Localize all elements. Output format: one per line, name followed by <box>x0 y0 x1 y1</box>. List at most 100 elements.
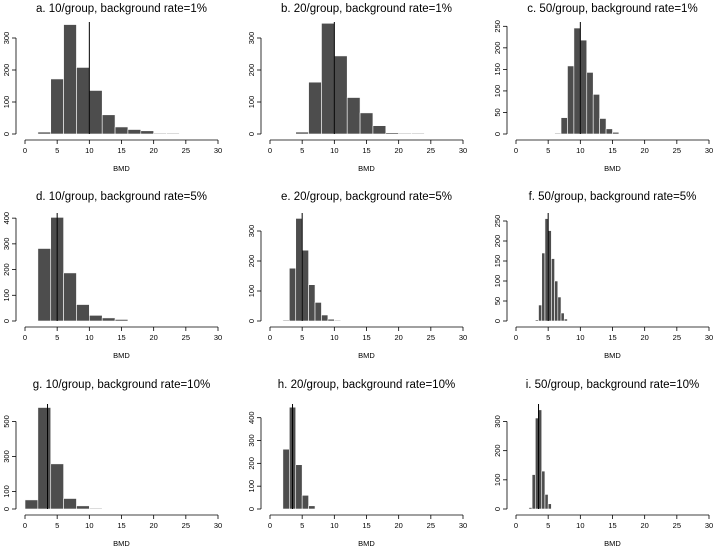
x-tick-label: 0 <box>23 333 27 342</box>
histogram-bar <box>114 126 129 135</box>
chart-panel-8: i. 50/group, background rate=10% 0 5 10 15 20… <box>493 379 713 548</box>
histogram-bar <box>334 319 342 322</box>
y-tick-label: 500 <box>2 415 11 428</box>
histogram-bar <box>282 319 290 322</box>
histogram-bar <box>153 132 167 135</box>
y-tick-label: 150 <box>493 255 502 268</box>
histogram-bar <box>89 90 103 135</box>
histogram-bar <box>567 65 575 135</box>
histogram-bar <box>37 131 52 135</box>
x-axis-label: BMD <box>604 164 621 173</box>
histogram-bar <box>554 132 562 135</box>
histogram-bar <box>551 258 555 322</box>
histogram-bar <box>557 296 562 322</box>
histogram-bar <box>560 312 565 322</box>
histogram-bar <box>89 315 103 322</box>
histogram-bar <box>63 272 77 322</box>
x-tick-label: 20 <box>149 333 157 342</box>
histogram-bar <box>547 503 552 510</box>
histogram-bar <box>295 464 303 510</box>
y-tick-label: 0 <box>247 507 256 511</box>
x-tick-label: 10 <box>85 146 93 155</box>
x-tick-label: 20 <box>149 146 157 155</box>
x-axis-label: BMD <box>113 351 130 360</box>
histogram-bar <box>321 22 335 135</box>
histogram-bar <box>531 474 536 510</box>
histogram-bar <box>327 318 335 322</box>
x-tick-label: 10 <box>330 521 338 530</box>
chart-title: a. 10/group, background rate=1% <box>36 3 207 15</box>
histogram-bar <box>295 218 303 322</box>
x-tick-label: 0 <box>268 521 272 530</box>
y-tick-label: 200 <box>493 444 502 457</box>
histogram-bar <box>544 494 549 510</box>
histogram-bar <box>563 318 568 322</box>
chart-panel-0: a. 10/group, background rate=1% 0 5 10 15 20 2… <box>2 3 222 173</box>
x-tick-label: 25 <box>427 333 435 342</box>
y-tick-label: 200 <box>247 255 256 268</box>
x-tick-label: 5 <box>55 333 59 342</box>
x-tick-label: 30 <box>214 333 222 342</box>
histogram-bar <box>612 131 620 135</box>
histogram-bar <box>592 94 600 135</box>
y-tick-label: 200 <box>247 457 256 470</box>
x-tick-label: 10 <box>576 333 584 342</box>
x-tick-label: 20 <box>640 333 648 342</box>
x-tick-label: 5 <box>55 521 59 530</box>
x-tick-label: 5 <box>546 146 550 155</box>
histogram-bar <box>76 505 90 510</box>
x-tick-label: 10 <box>85 333 93 342</box>
x-tick-label: 25 <box>182 146 190 155</box>
histogram-bar <box>334 55 348 135</box>
x-axis-label: BMD <box>113 164 130 173</box>
y-tick-label: 100 <box>2 289 11 302</box>
chart-title: i. 50/group, background rate=10% <box>526 379 700 391</box>
y-tick-label: 0 <box>493 507 502 511</box>
y-tick-label: 200 <box>2 64 11 77</box>
histogram-bar <box>359 112 374 135</box>
x-tick-label: 5 <box>300 333 304 342</box>
y-tick-label: 0 <box>493 132 502 136</box>
y-tick-label: 300 <box>247 32 256 45</box>
histogram-bar <box>321 314 329 322</box>
y-tick-label: 400 <box>247 411 256 424</box>
histogram-bar <box>586 72 594 135</box>
x-tick-label: 25 <box>182 521 190 530</box>
histogram-bar <box>560 117 568 135</box>
chart-panel-4: e. 20/group, background rate=5% 0 5 10 15 20 2… <box>247 191 467 360</box>
chart-title: g. 10/group, background rate=10% <box>33 379 210 391</box>
x-tick-label: 15 <box>362 521 370 530</box>
y-tick-label: 0 <box>2 132 11 136</box>
x-tick-label: 5 <box>300 146 304 155</box>
x-tick-label: 25 <box>427 521 435 530</box>
histogram-bar <box>301 494 309 510</box>
histogram-bar <box>76 67 90 135</box>
histogram-bar <box>538 304 543 322</box>
x-axis-label: BMD <box>358 539 375 546</box>
x-tick-label: 30 <box>214 521 222 530</box>
histogram-bar <box>308 505 316 510</box>
x-tick-label: 15 <box>362 333 370 342</box>
histogram-bar <box>385 132 399 135</box>
chart-panel-6: g. 10/group, background rate=10% 0 5 10 15 20… <box>2 379 222 548</box>
y-tick-label: 400 <box>2 212 11 225</box>
y-tick-label: 100 <box>2 485 11 498</box>
x-tick-label: 10 <box>576 146 584 155</box>
x-tick-label: 0 <box>23 146 27 155</box>
histogram-bar <box>314 302 322 322</box>
x-tick-label: 0 <box>514 333 518 342</box>
x-tick-label: 30 <box>459 521 467 530</box>
chart-panel-7: h. 20/group, background rate=10% 0 5 10 15 20… <box>247 379 467 548</box>
y-tick-label: 200 <box>493 235 502 248</box>
y-tick-label: 300 <box>2 32 11 45</box>
histogram-bar <box>398 132 412 135</box>
histogram-bar <box>101 317 116 322</box>
y-tick-label: 300 <box>493 415 502 428</box>
x-tick-label: 0 <box>268 333 272 342</box>
x-tick-label: 10 <box>85 521 93 530</box>
y-tick-label: 0 <box>2 319 11 323</box>
histogram-bar <box>288 267 297 322</box>
histogram-bar <box>127 129 142 135</box>
y-tick-label: 50 <box>493 297 502 305</box>
x-tick-label: 30 <box>705 521 713 530</box>
